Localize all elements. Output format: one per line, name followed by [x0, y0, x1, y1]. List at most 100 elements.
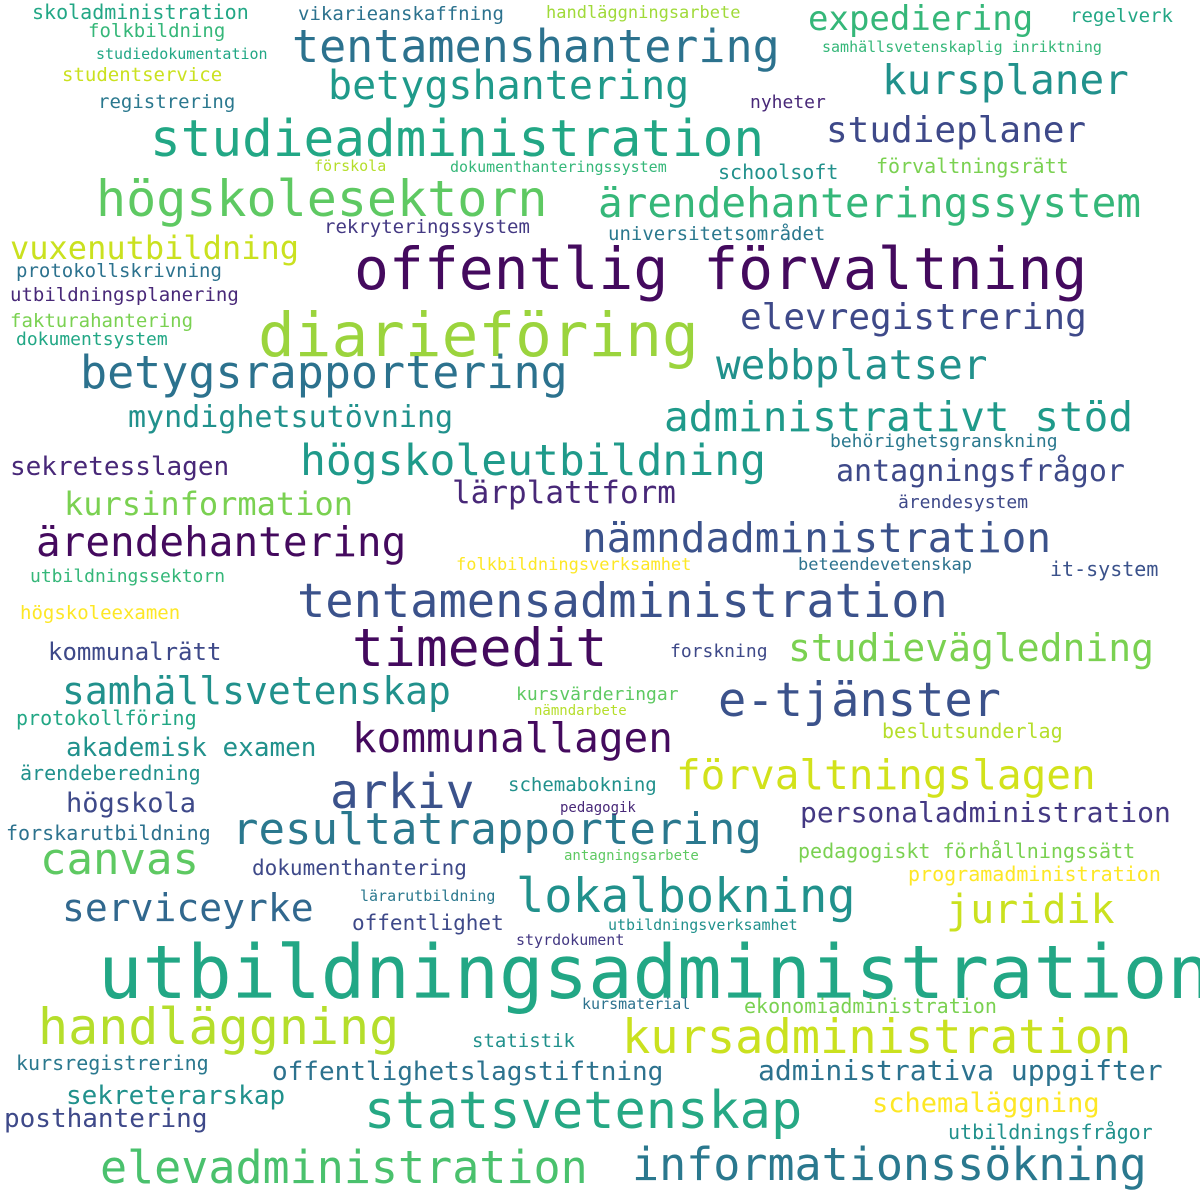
word-folkbildning: folkbildning	[88, 20, 226, 42]
word-kursregistrering: kursregistrering	[16, 1051, 209, 1075]
word-lararutbildning: lärarutbildning	[360, 887, 496, 905]
word-sekretesslagen: sekretesslagen	[10, 452, 230, 482]
word-studiedokumentation: studiedokumentation	[96, 45, 268, 63]
word-utbildningsplanering: utbildningsplanering	[10, 284, 239, 306]
word-rekryteringssystem: rekryteringssystem	[324, 216, 530, 238]
word-protokollforing: protokollföring	[16, 706, 197, 730]
word-arendehanteringssystem: ärendehanteringssystem	[598, 179, 1142, 227]
word-dokumenthantering: dokumenthantering	[252, 856, 467, 880]
word-lokalbokning: lokalbokning	[516, 869, 856, 924]
word-forskning: forskning	[670, 641, 768, 662]
word-studieadministration: studieadministration	[150, 110, 765, 169]
word-e-tjanster: e-tjänster	[718, 673, 1001, 728]
word-ekonomiadministration: ekonomiadministration	[744, 994, 997, 1018]
word-behorighetsgranskning: behörighetsgranskning	[830, 431, 1058, 452]
word-schemalaggning: schemaläggning	[872, 1088, 1100, 1119]
word-arendehantering: ärendehantering	[36, 518, 407, 566]
word-vikarieanskaffning: vikarieanskaffning	[298, 3, 504, 25]
word-dokumenthanteringssystem: dokumenthanteringssystem	[450, 158, 667, 176]
word-statsvetenskap: statsvetenskap	[364, 1081, 803, 1141]
word-expediering: expediering	[808, 0, 1034, 39]
word-diarieforing: diarieföring	[258, 300, 699, 371]
word-nyheter: nyheter	[750, 92, 826, 113]
word-forskola: förskola	[314, 157, 387, 175]
word-utbildningssektorn: utbildningssektorn	[30, 566, 226, 587]
word-tentamenshantering: tentamenshantering	[292, 20, 780, 73]
word-studentservice: studentservice	[62, 64, 223, 86]
word-dokumentsystem: dokumentsystem	[16, 329, 168, 350]
word-forvaltningsratt: förvaltningsrätt	[876, 154, 1069, 178]
word-programadministration: programadministration	[908, 862, 1161, 886]
word-antagningsfragor: antagningsfrågor	[836, 454, 1125, 489]
word-it-system: it-system	[1050, 557, 1159, 581]
word-betygshantering: betygshantering	[328, 63, 690, 109]
word-larplattform: lärplattform	[452, 475, 676, 511]
word-styrdokument: styrdokument	[516, 931, 625, 949]
word-elevregistrering: elevregistrering	[740, 297, 1087, 338]
word-tentamensadministration: tentamensadministration	[297, 574, 948, 629]
word-betygsrapportering: betygsrapportering	[80, 346, 568, 399]
word-forvaltningslagen: förvaltningslagen	[676, 751, 1096, 799]
word-namndarbete: nämndarbete	[534, 703, 627, 719]
word-studievagledning: studievägledning	[788, 626, 1155, 670]
word-canvas: canvas	[40, 834, 199, 885]
word-resultatrapportering: resultatrapportering	[232, 804, 762, 855]
word-timeedit: timeedit	[352, 618, 608, 679]
word-offentlig-forvaltning: offentlig förvaltning	[354, 235, 1088, 303]
word-arendesystem: ärendesystem	[898, 492, 1029, 513]
word-kursmaterial: kursmaterial	[582, 995, 691, 1013]
word-offentlighet: offentlighet	[352, 911, 504, 935]
word-kursinformation: kursinformation	[64, 485, 353, 523]
word-universitetsomradet: universitetsområdet	[608, 223, 826, 245]
word-kommunallagen: kommunallagen	[352, 714, 673, 762]
word-informationssokning: informationssökning	[632, 1138, 1147, 1191]
word-hogskola: högskola	[66, 788, 197, 819]
word-kursadministration: kursadministration	[622, 1010, 1132, 1065]
word-namndadministration: nämndadministration	[582, 514, 1051, 562]
word-arkiv: arkiv	[330, 764, 475, 820]
word-schoolsoft: schoolsoft	[718, 160, 839, 184]
word-beslutsunderlag: beslutsunderlag	[882, 719, 1063, 743]
word-samhallsvetenskap: samhällsvetenskap	[62, 669, 451, 713]
word-sekreterarskap: sekreterarskap	[66, 1081, 286, 1111]
word-handlaggningsarbete: handläggningsarbete	[546, 3, 741, 23]
word-statistik: statistik	[472, 1030, 575, 1052]
word-hogskoleexamen: högskoleexamen	[20, 602, 181, 624]
word-arendeberedning: ärendeberedning	[20, 761, 201, 785]
word-registrering: registrering	[98, 91, 236, 113]
word-personaladministration: personaladministration	[800, 796, 1171, 829]
word-posthantering: posthantering	[4, 1104, 208, 1134]
word-folkbildningsverksamhet: folkbildningsverksamhet	[456, 555, 692, 575]
word-studieplaner: studieplaner	[826, 110, 1087, 151]
word-utbildningsfragor: utbildningsfrågor	[948, 1120, 1153, 1144]
word-serviceyrke: serviceyrke	[62, 886, 314, 930]
word-regelverk: regelverk	[1070, 5, 1173, 27]
word-administrativt-stod: administrativt stöd	[664, 393, 1133, 441]
word-utbildningsverksamhet: utbildningsverksamhet	[608, 916, 798, 934]
word-administrativa-uppgifter: administrativa uppgifter	[758, 1054, 1163, 1087]
word-skoladministration: skoladministration	[32, 0, 249, 24]
word-elevadministration: elevadministration	[100, 1141, 588, 1194]
word-kursplaner: kursplaner	[882, 56, 1129, 104]
word-handlaggning: handläggning	[38, 998, 400, 1056]
word-samhallsvetenskaplig-inriktning: samhällsvetenskaplig inriktning	[822, 38, 1102, 56]
word-hogskolesektorn: högskolesektorn	[96, 170, 548, 228]
word-vuxenutbildning: vuxenutbildning	[10, 229, 299, 267]
word-myndighetsutovning: myndighetsutövning	[128, 400, 454, 435]
word-antagningsarbete: antagningsarbete	[564, 848, 699, 864]
word-protokollskrivning: protokollskrivning	[16, 260, 222, 282]
word-juridik: juridik	[946, 887, 1115, 933]
word-beteendevetenskap: beteendevetenskap	[798, 555, 972, 575]
word-hogskoleutbildning: högskoleutbildning	[300, 436, 766, 486]
word-pedagogik: pedagogik	[560, 800, 636, 816]
word-kursvarderingar: kursvärderingar	[516, 684, 679, 705]
word-offentlighetslagstiftning: offentlighetslagstiftning	[272, 1057, 664, 1087]
word-kommunalratt: kommunalrätt	[48, 638, 222, 666]
word-akademisk-examen: akademisk examen	[66, 733, 317, 763]
word-schemabokning: schemabokning	[508, 774, 657, 796]
word-fakturahantering: fakturahantering	[10, 310, 194, 332]
word-webbplatser: webbplatser	[716, 341, 988, 389]
word-utbildningsadministration: utbildningsadministration	[98, 930, 1200, 1016]
word-pedagogiskt-forhallningssatt: pedagogiskt förhållningssätt	[798, 839, 1136, 863]
